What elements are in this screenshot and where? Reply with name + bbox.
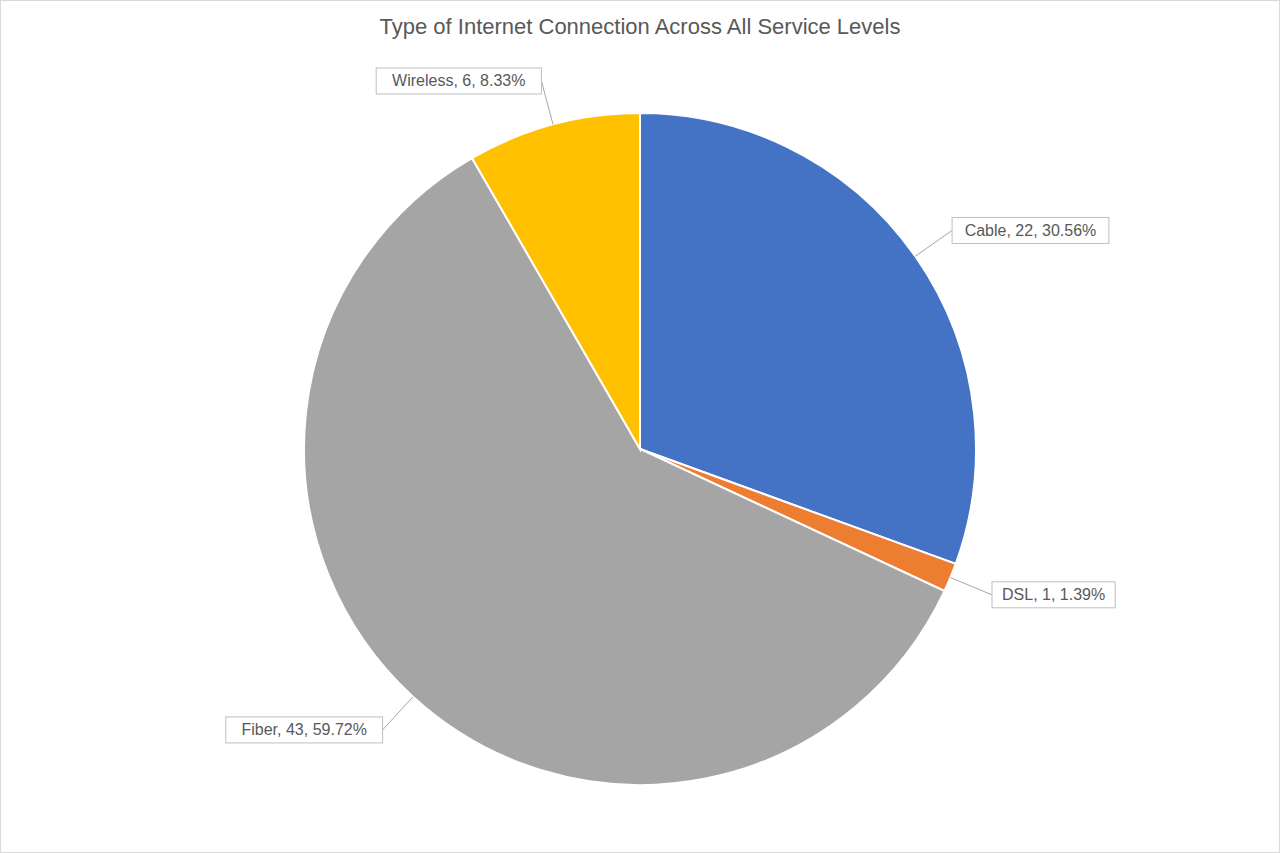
- svg-text:Cable, 22, 30.56%: Cable, 22, 30.56%: [965, 222, 1097, 239]
- svg-text:DSL, 1, 1.39%: DSL, 1, 1.39%: [1002, 586, 1105, 603]
- svg-text:Fiber, 43, 59.72%: Fiber, 43, 59.72%: [241, 721, 366, 738]
- svg-text:Wireless, 6, 8.33%: Wireless, 6, 8.33%: [392, 72, 525, 89]
- html-text:Type of Internet Connection Ac: Type of Internet Connection Across All S…: [379, 14, 901, 39]
